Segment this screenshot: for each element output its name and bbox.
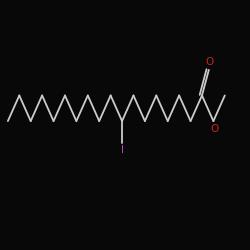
Text: O: O [210, 124, 218, 134]
Text: I: I [120, 145, 124, 155]
Text: O: O [206, 57, 214, 67]
